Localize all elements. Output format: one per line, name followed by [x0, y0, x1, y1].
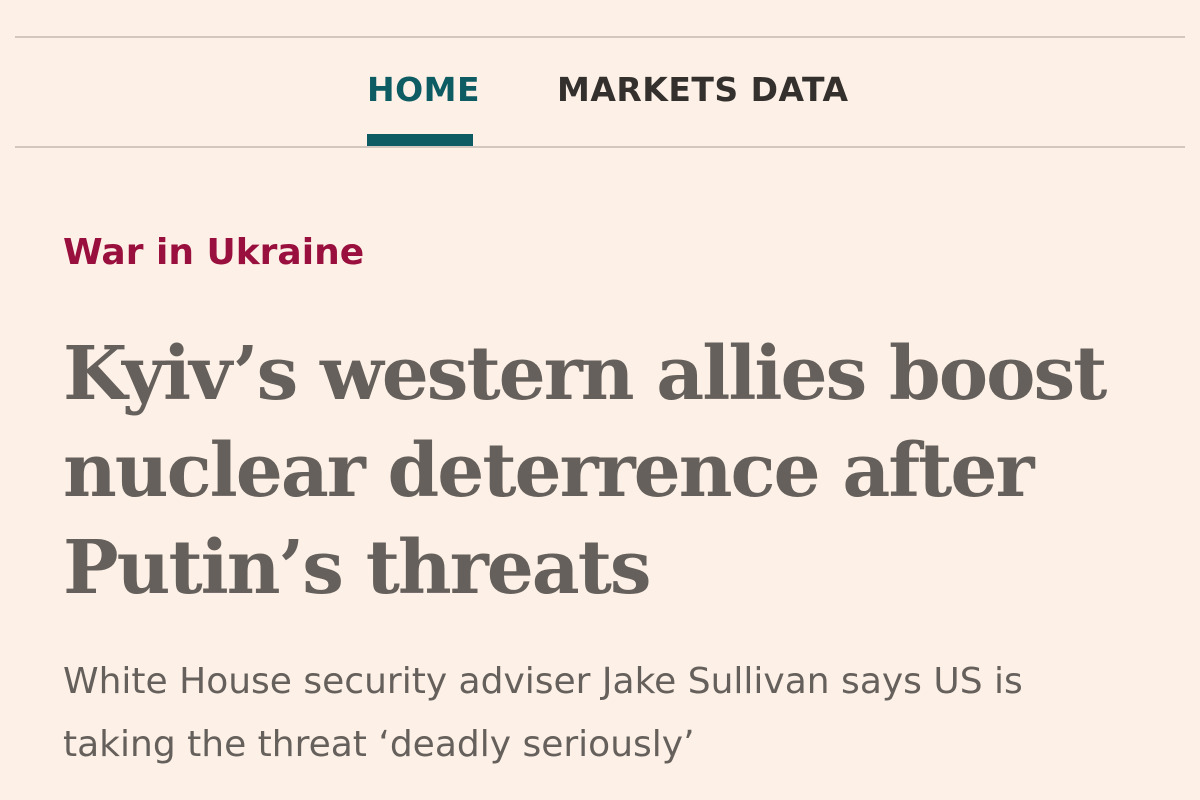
divider — [15, 36, 1185, 38]
topic-tag[interactable]: War in Ukraine — [63, 232, 365, 273]
nav-markets-data[interactable]: MARKETS DATA — [557, 70, 849, 109]
nav-home[interactable]: HOME — [367, 70, 481, 109]
active-tab-indicator — [367, 134, 473, 146]
standfirst: White House security adviser Jake Sulliv… — [63, 661, 1023, 765]
nav-bar: HOME MARKETS DATA — [0, 70, 1200, 146]
divider — [15, 146, 1185, 148]
headline[interactable]: Kyiv’s western allies boost nuclear dete… — [63, 331, 1107, 611]
